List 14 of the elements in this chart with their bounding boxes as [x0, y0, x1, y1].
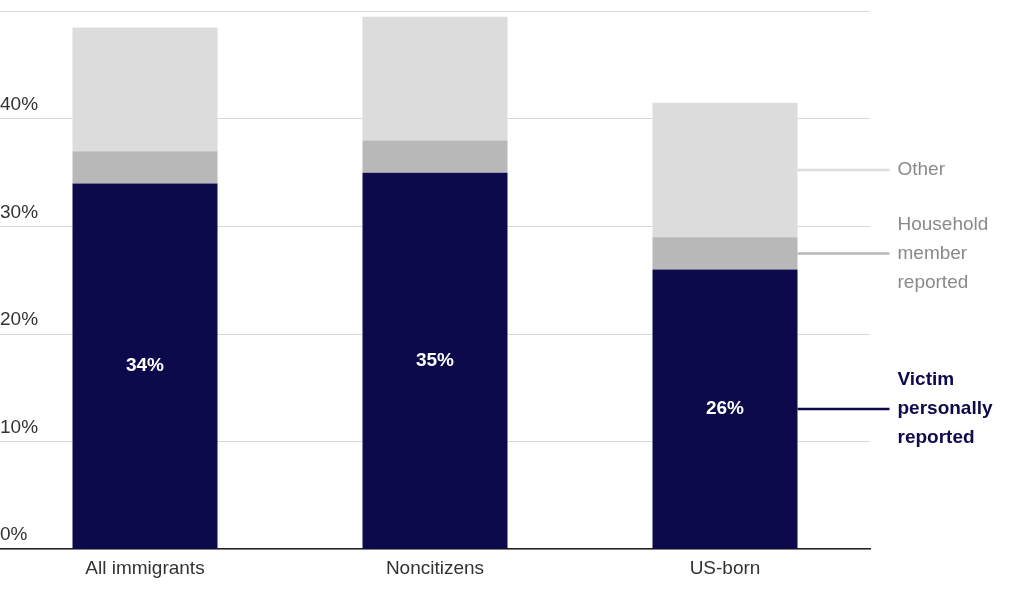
x-tick-label: Noncitizens	[385, 556, 485, 578]
legend-label: Victim personally reported	[897, 368, 993, 448]
y-tick-label: 40%	[0, 93, 39, 115]
x-tick-label: All immigrants	[85, 556, 205, 578]
legend-label: Other	[897, 158, 946, 180]
y-tick-label: 0%	[0, 523, 28, 545]
y-tick-label: 20%	[0, 308, 39, 330]
x-tick-label: US-born	[689, 556, 761, 578]
data-label: 26%	[705, 397, 745, 419]
legend-label: Household member reported	[897, 212, 989, 292]
y-tick-label: 30%	[0, 200, 39, 222]
y-tick-label: 10%	[0, 415, 39, 437]
data-label: 35%	[415, 348, 455, 370]
data-label: 34%	[125, 354, 165, 376]
